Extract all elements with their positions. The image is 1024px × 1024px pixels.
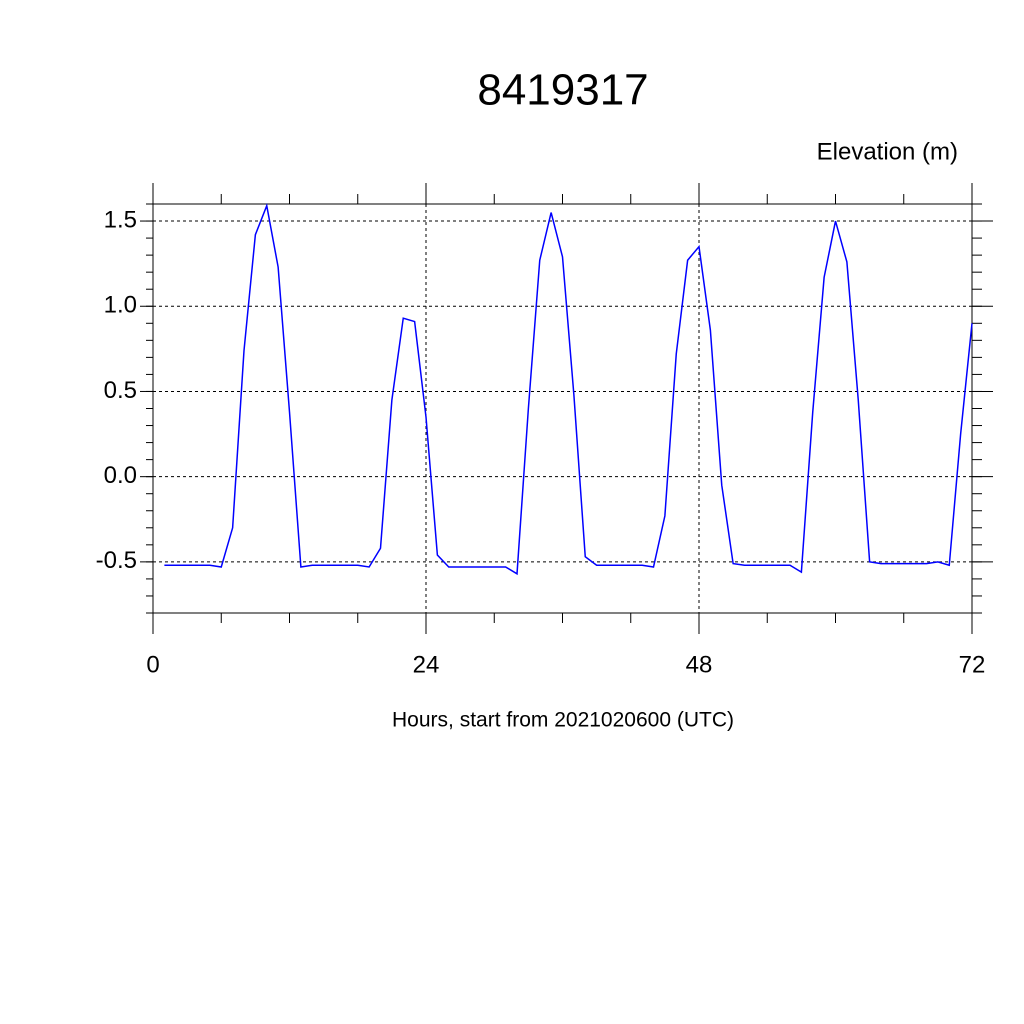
x-tick-label: 0 (146, 651, 159, 678)
x-tick-label: 72 (959, 651, 986, 678)
y-axis-label: Elevation (m) (817, 138, 958, 165)
y-tick-label: -0.5 (96, 547, 137, 574)
y-tick-label: 1.5 (104, 206, 137, 233)
chart-title: 8419317 (477, 66, 648, 115)
x-tick-label: 24 (413, 651, 440, 678)
y-tick-label: 0.0 (104, 462, 137, 489)
y-tick-label: 0.5 (104, 377, 137, 404)
data-line (164, 202, 973, 576)
y-tick-label: 1.0 (104, 292, 137, 319)
plot-frame (152, 203, 973, 614)
x-tick-label: 48 (686, 651, 713, 678)
x-axis-label: Hours, start from 2021020600 (UTC) (392, 709, 734, 732)
